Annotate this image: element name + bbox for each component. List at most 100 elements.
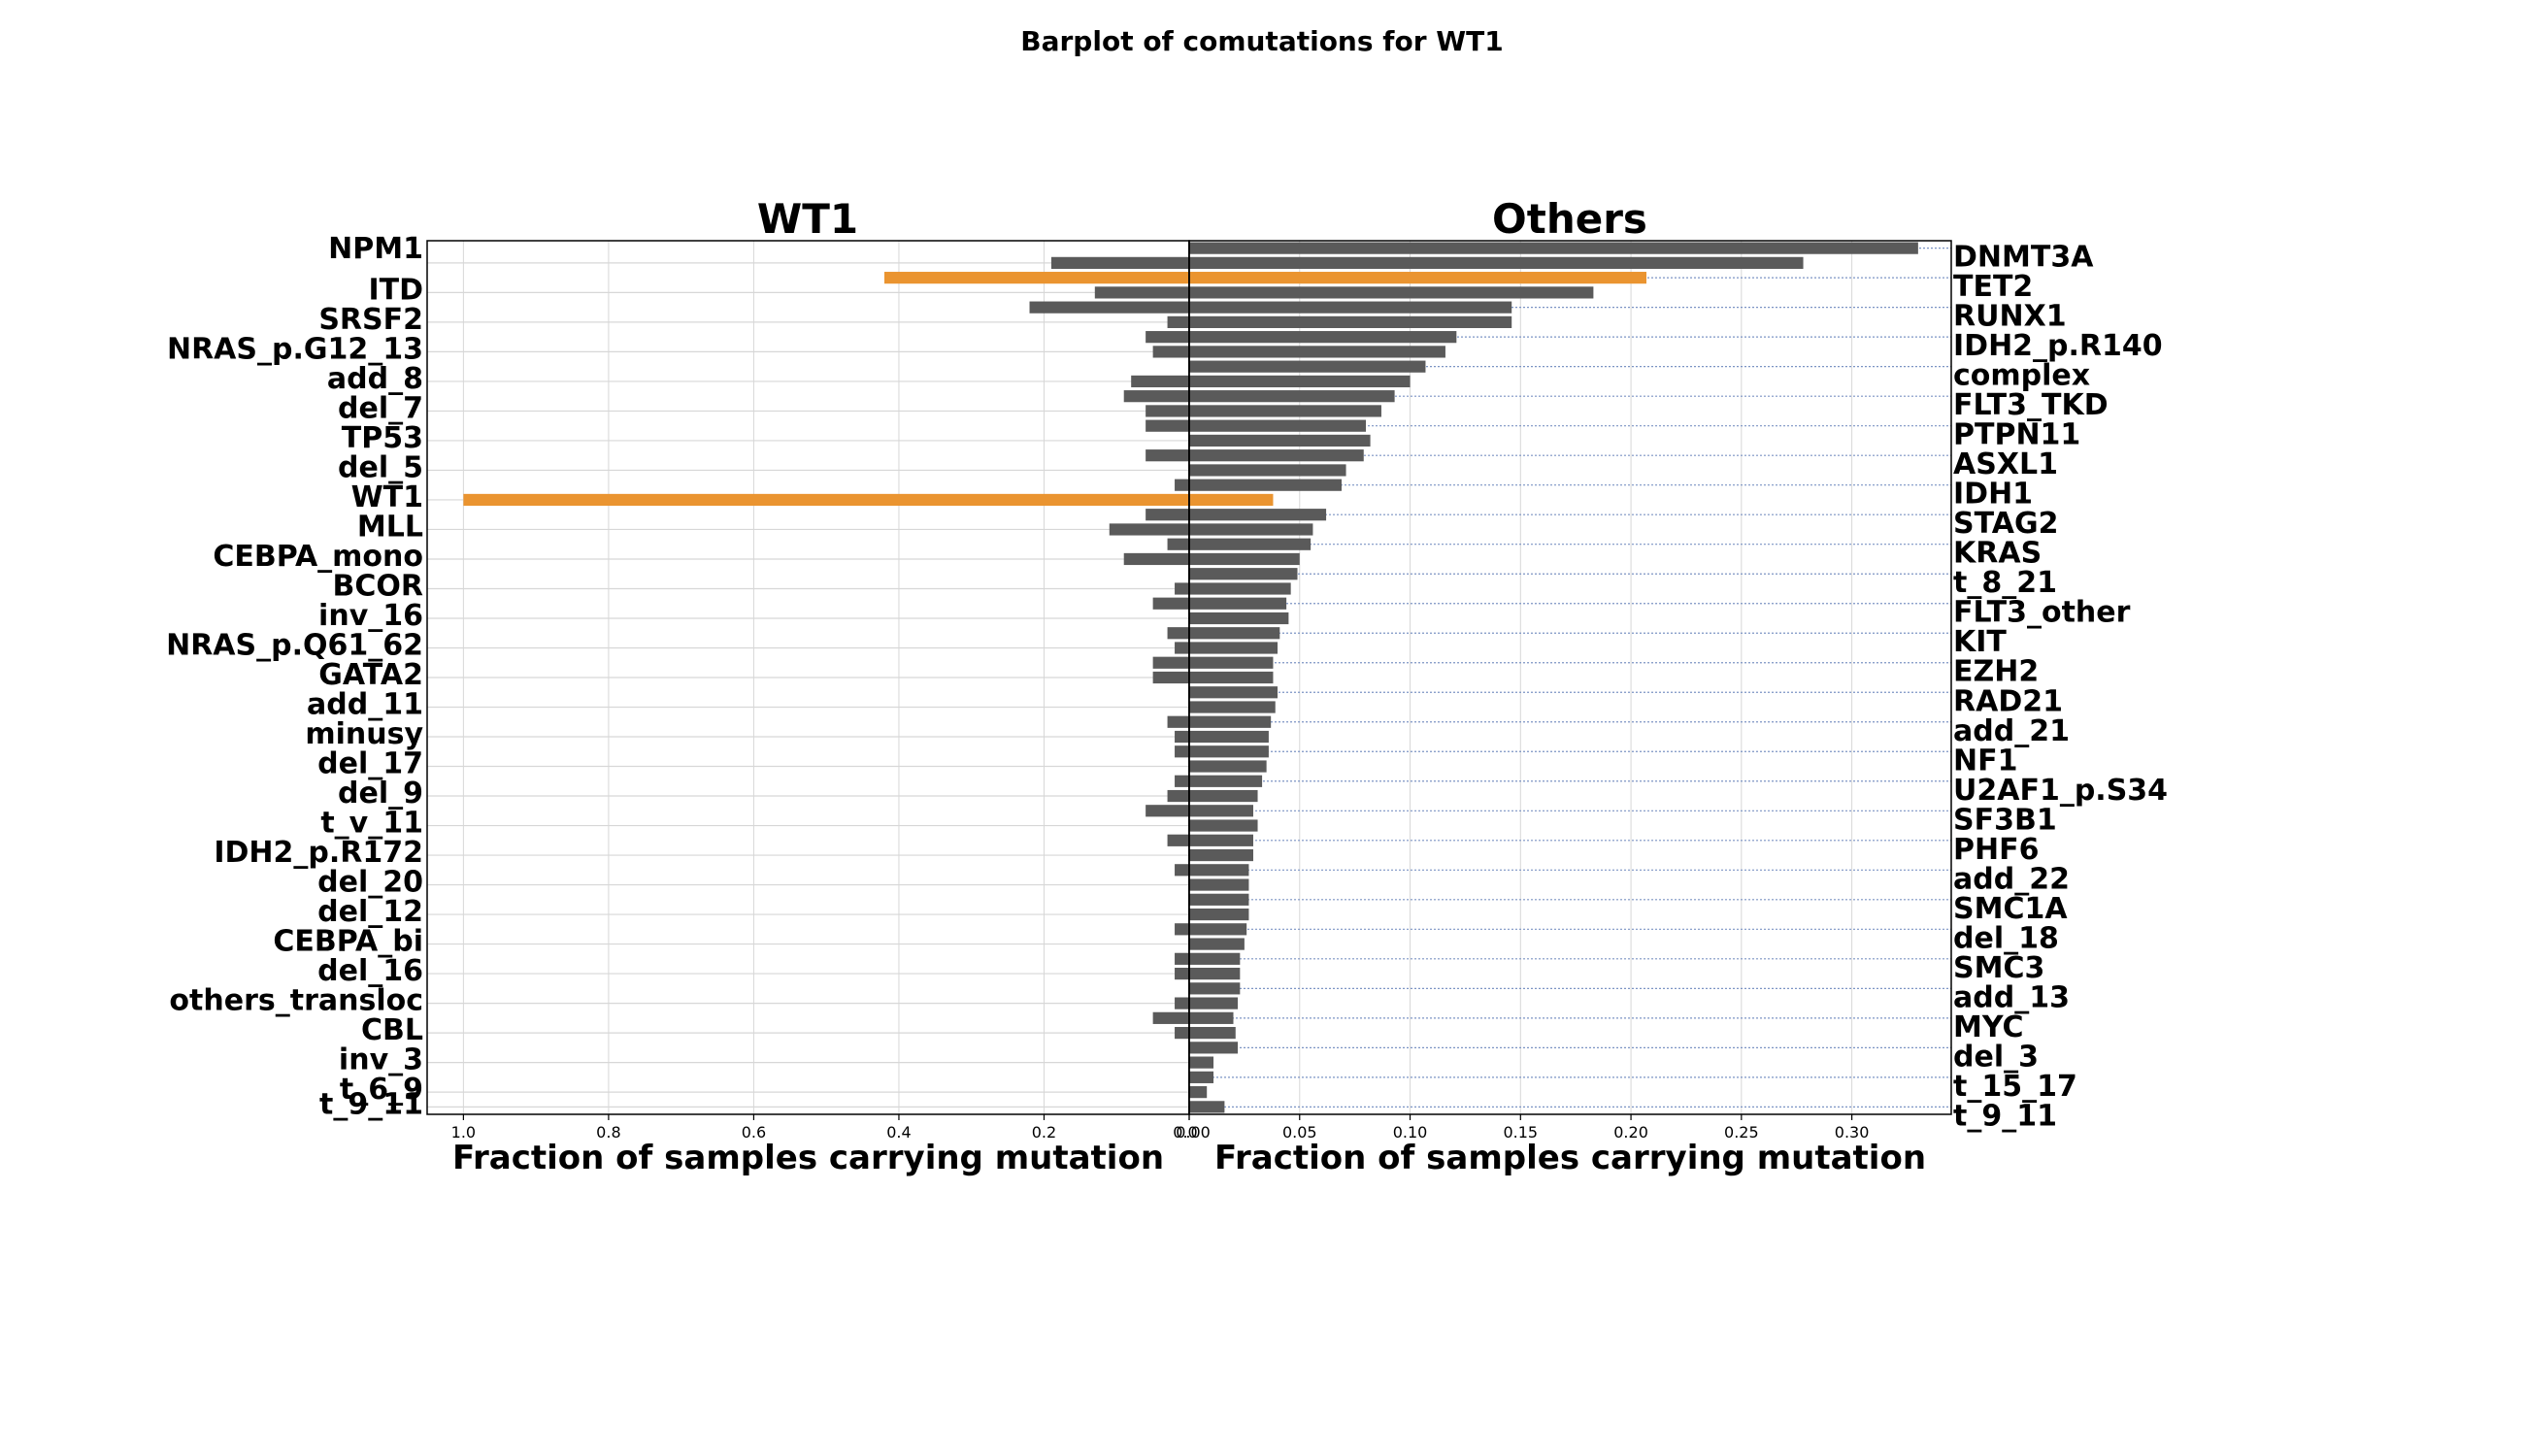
others-label-dnmt3a: DNMT3A: [1953, 241, 2094, 275]
others-bar-others-transloc: [1189, 997, 1239, 1009]
wt1-bar-del-16: [1175, 967, 1189, 980]
figure-title: Barplot of comutations for WT1: [1020, 25, 1503, 57]
others-bar-nf1: [1189, 745, 1269, 758]
others-label-idh2-p-r140: IDH2_p.R140: [1953, 329, 2163, 363]
others-xtick-label-0-25: 0.25: [1724, 1123, 1759, 1142]
others-label-smc3: SMC3: [1953, 951, 2044, 985]
others-bar-complex: [1189, 360, 1426, 373]
wt1-bar-ptpn11: [1146, 419, 1189, 432]
wt1-label-nras-p-q61-62: NRAS_p.Q61_62: [166, 628, 423, 662]
others-bar-t-15-17: [1189, 1071, 1214, 1083]
others-bar-ptpn11: [1189, 419, 1367, 432]
wt1-bar-tet2: [884, 272, 1189, 284]
others-bar-add-22: [1189, 864, 1249, 877]
others-panel: DNMT3ATET2RUNX1IDH2_p.R140complexFLT3_TK…: [1176, 195, 2168, 1177]
others-label-runx1: RUNX1: [1953, 300, 2067, 334]
others-bar-minusy: [1189, 730, 1269, 744]
others-bar-flt3-tkd: [1189, 390, 1395, 403]
others-xtick-label-0-15: 0.15: [1503, 1123, 1538, 1142]
others-bar-add-11: [1189, 701, 1276, 713]
others-label-t-15-17: t_15_17: [1953, 1070, 2077, 1104]
others-bar-idh2-p-r172: [1189, 848, 1253, 862]
others-label-flt3-tkd: FLT3_TKD: [1953, 388, 2109, 422]
wt1-xtick-label-0-6: 0.6: [742, 1123, 766, 1142]
wt1-bar-u2af1-p-s34: [1175, 775, 1189, 787]
wt1-label-wt1: WT1: [351, 480, 423, 514]
wt1-label-add-11: add_11: [307, 688, 423, 722]
others-bar-stag2: [1189, 509, 1327, 521]
wt1-bar-add-8: [1131, 375, 1189, 388]
wt1-x-axis-label: Fraction of samples carrying mutation: [452, 1139, 1164, 1177]
wt1-bar-asxl1: [1146, 449, 1189, 462]
others-bar-del-9: [1189, 789, 1258, 803]
others-bar-mll: [1189, 523, 1313, 536]
others-label-smc1a: SMC1A: [1953, 892, 2068, 926]
wt1-bar-myc: [1152, 1011, 1189, 1024]
wt1-label-others-transloc: others_transloc: [169, 984, 423, 1018]
others-bar-t-9-11: [1189, 1101, 1225, 1113]
others-label-rad21: RAD21: [1953, 684, 2063, 718]
wt1-label-add-8: add_8: [327, 362, 423, 396]
others-xtick-label-0-20: 0.20: [1613, 1123, 1648, 1142]
wt1-label-tp53: TP53: [342, 421, 423, 455]
wt1-label-inv-16: inv_16: [318, 599, 423, 633]
wt1-xtick-label-1-0: 1.0: [451, 1123, 476, 1142]
others-bar-del-5: [1189, 464, 1346, 477]
others-bar-cebpa-bi: [1189, 938, 1245, 950]
wt1-bar-kras: [1167, 538, 1189, 550]
others-bar-add-13: [1189, 982, 1241, 995]
wt1-bar-gata2: [1152, 671, 1189, 684]
others-label-tet2: TET2: [1953, 270, 2033, 304]
others-x-axis-label: Fraction of samples carrying mutation: [1214, 1139, 1926, 1177]
wt1-label-del-16: del_16: [317, 954, 423, 988]
wt1-bar-phf6: [1167, 834, 1189, 846]
others-bar-t-6-9: [1189, 1086, 1208, 1099]
others-xtick-label-0-05: 0.05: [1282, 1123, 1317, 1142]
wt1-xtick-label-0-2: 0.2: [1032, 1123, 1056, 1142]
wt1-bar-nras-p-q61-62: [1175, 642, 1189, 654]
others-label-sf3b1: SF3B1: [1953, 803, 2057, 837]
others-bar-nras-p-g12-13: [1189, 346, 1445, 358]
others-bar-del-16: [1189, 967, 1241, 980]
wt1-label-minusy: minusy: [305, 717, 423, 751]
others-bar-cebpa-mono: [1189, 552, 1300, 566]
others-label-phf6: PHF6: [1953, 833, 2039, 867]
wt1-bar-itd: [1094, 286, 1189, 299]
wt1-bar-flt3-other: [1152, 597, 1189, 610]
wt1-bar-del-7: [1146, 405, 1189, 417]
wt1-label-del-9: del_9: [338, 777, 423, 811]
others-label-asxl1: ASXL1: [1953, 447, 2058, 481]
others-label-idh1: IDH1: [1953, 478, 2033, 512]
wt1-label-cbl: CBL: [361, 1013, 423, 1047]
wt1-bar-nras-p-g12-13: [1152, 346, 1189, 358]
others-label-myc: MYC: [1953, 1010, 2024, 1044]
others-bar-del-18: [1189, 923, 1247, 936]
wt1-label-nras-p-g12-13: NRAS_p.G12_13: [167, 332, 423, 366]
wt1-bar-minusy: [1175, 730, 1189, 744]
wt1-label-del-7: del_7: [338, 391, 423, 425]
others-bar-inv-16: [1189, 612, 1289, 625]
others-label-t-8-21: t_8_21: [1953, 566, 2057, 600]
others-bar-rad21: [1189, 686, 1279, 699]
others-xtick-label-0-10: 0.10: [1393, 1123, 1428, 1142]
wt1-label-cebpa-bi: CEBPA_bi: [273, 925, 423, 959]
others-label-flt3-other: FLT3_other: [1953, 596, 2131, 630]
wt1-bar-npm1: [1050, 256, 1189, 269]
wt1-label-t-9-11: t_9_11: [319, 1087, 423, 1121]
wt1-bar-mll: [1109, 523, 1189, 536]
wt1-bar-others-transloc: [1175, 997, 1189, 1009]
others-bar-npm1: [1189, 256, 1804, 269]
others-bar-smc3: [1189, 952, 1241, 965]
others-label-u2af1-p-s34: U2AF1_p.S34: [1953, 774, 2168, 808]
others-label-t-9-11: t_9_11: [1953, 1099, 2057, 1133]
wt1-bar-runx1: [1029, 301, 1189, 314]
others-label-add-22: add_22: [1953, 862, 2070, 896]
others-bar-add-21: [1189, 715, 1272, 728]
others-bar-asxl1: [1189, 449, 1364, 462]
wt1-bar-kit: [1167, 627, 1189, 640]
others-bar-del-3: [1189, 1042, 1239, 1054]
others-label-kras: KRAS: [1953, 537, 2042, 571]
others-label-add-21: add_21: [1953, 714, 2070, 748]
wt1-xtick-label-0-8: 0.8: [596, 1123, 620, 1142]
